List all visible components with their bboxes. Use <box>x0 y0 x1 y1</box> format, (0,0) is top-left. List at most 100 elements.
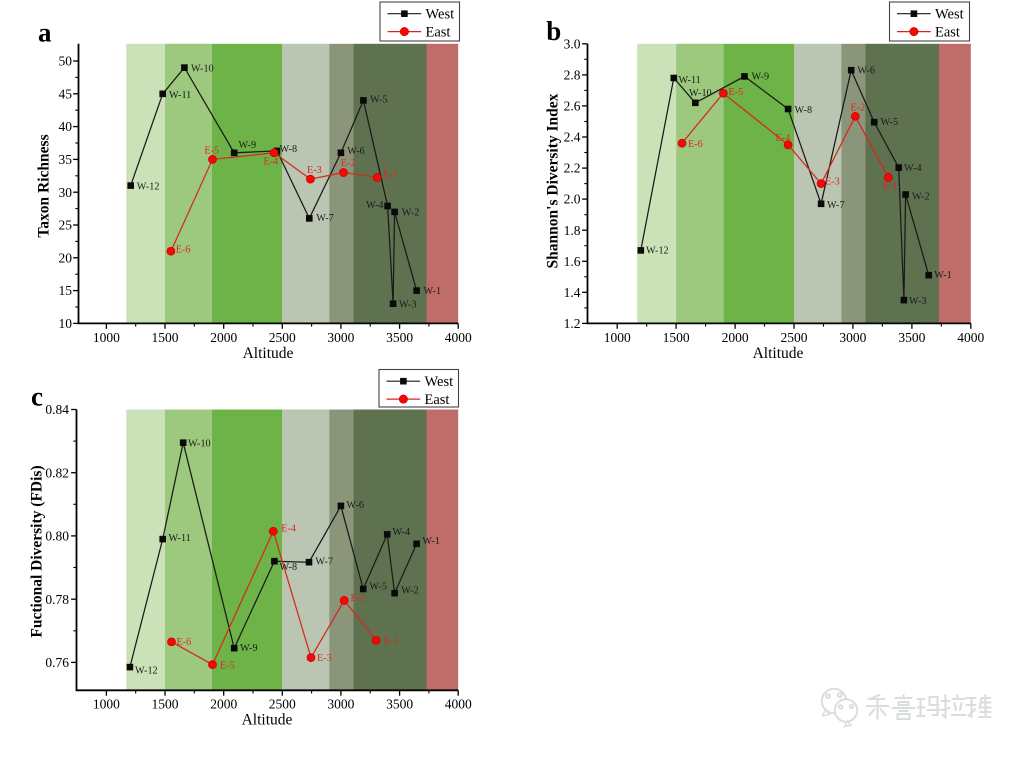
svg-text:E-1: E-1 <box>383 169 398 180</box>
svg-text:3.0: 3.0 <box>564 36 581 51</box>
svg-text:c: c <box>31 382 43 412</box>
svg-text:4000: 4000 <box>957 330 984 345</box>
svg-text:Altitude: Altitude <box>243 345 294 362</box>
svg-text:W-7: W-7 <box>315 557 333 568</box>
svg-text:E-1: E-1 <box>384 636 399 647</box>
svg-text:1500: 1500 <box>152 330 179 345</box>
svg-text:Altitude: Altitude <box>753 345 804 362</box>
svg-text:W-1: W-1 <box>424 286 442 297</box>
svg-text:W-8: W-8 <box>280 144 298 155</box>
svg-text:E-3: E-3 <box>307 165 322 176</box>
svg-text:3000: 3000 <box>327 697 354 712</box>
svg-text:2.6: 2.6 <box>564 99 581 114</box>
svg-text:2.2: 2.2 <box>564 161 581 176</box>
svg-text:1000: 1000 <box>604 330 631 345</box>
svg-text:E-3: E-3 <box>317 653 332 664</box>
svg-text:E-6: E-6 <box>688 139 703 150</box>
svg-text:3500: 3500 <box>386 330 413 345</box>
svg-text:0.80: 0.80 <box>45 529 69 544</box>
svg-text:E-3: E-3 <box>825 177 840 188</box>
svg-text:1500: 1500 <box>152 697 179 712</box>
svg-text:20: 20 <box>59 250 73 265</box>
svg-text:1.2: 1.2 <box>564 316 581 331</box>
svg-text:1.6: 1.6 <box>564 254 581 269</box>
svg-text:West: West <box>935 7 964 23</box>
svg-text:Shannon's Diversity Index: Shannon's Diversity Index <box>545 93 562 268</box>
svg-text:15: 15 <box>59 283 73 298</box>
svg-text:3000: 3000 <box>327 330 354 345</box>
svg-text:a: a <box>38 18 52 48</box>
svg-text:W-10: W-10 <box>689 88 712 99</box>
svg-text:W-5: W-5 <box>881 117 899 128</box>
svg-text:2500: 2500 <box>269 697 296 712</box>
svg-text:3500: 3500 <box>386 697 413 712</box>
svg-text:W-11: W-11 <box>169 90 191 101</box>
svg-text:W-6: W-6 <box>347 146 365 157</box>
svg-text:East: East <box>425 392 450 408</box>
svg-text:W-4: W-4 <box>393 527 411 538</box>
svg-text:W-11: W-11 <box>169 533 191 544</box>
svg-text:E-4: E-4 <box>264 157 279 168</box>
svg-text:W-8: W-8 <box>795 105 813 116</box>
svg-text:W-7: W-7 <box>316 213 334 224</box>
svg-text:4000: 4000 <box>445 330 472 345</box>
svg-text:W-9: W-9 <box>752 72 770 83</box>
svg-text:W-3: W-3 <box>399 300 417 311</box>
svg-text:1.8: 1.8 <box>564 223 581 238</box>
svg-text:West: West <box>426 7 455 23</box>
svg-text:2000: 2000 <box>210 330 237 345</box>
svg-text:1500: 1500 <box>663 330 690 345</box>
svg-text:45: 45 <box>59 86 73 101</box>
svg-text:W-9: W-9 <box>239 140 257 151</box>
svg-text:W-6: W-6 <box>857 65 875 76</box>
svg-text:W-11: W-11 <box>679 75 701 86</box>
svg-text:W-7: W-7 <box>827 200 845 211</box>
svg-text:E-4: E-4 <box>776 133 791 144</box>
svg-text:40: 40 <box>59 119 73 134</box>
svg-text:W-10: W-10 <box>191 63 214 74</box>
svg-text:2500: 2500 <box>781 330 808 345</box>
svg-text:W-2: W-2 <box>912 191 930 202</box>
svg-text:2000: 2000 <box>722 330 749 345</box>
svg-text:E-6: E-6 <box>177 637 192 648</box>
svg-text:3500: 3500 <box>898 330 925 345</box>
svg-text:10: 10 <box>59 316 73 331</box>
svg-text:0.78: 0.78 <box>45 592 69 607</box>
svg-text:E-2: E-2 <box>351 593 366 604</box>
svg-text:Altitude: Altitude <box>242 712 293 729</box>
svg-text:50: 50 <box>59 54 73 69</box>
svg-text:West: West <box>425 374 454 390</box>
svg-text:W-2: W-2 <box>401 585 419 596</box>
svg-text:W-9: W-9 <box>240 643 258 654</box>
svg-text:E-2: E-2 <box>341 158 356 169</box>
svg-text:2500: 2500 <box>269 330 296 345</box>
svg-text:W-12: W-12 <box>135 666 158 677</box>
svg-text:E-5: E-5 <box>729 87 744 98</box>
svg-text:W-4: W-4 <box>904 163 922 174</box>
svg-text:0.84: 0.84 <box>45 402 69 417</box>
svg-text:E-6: E-6 <box>176 244 191 255</box>
svg-text:E-5: E-5 <box>220 661 235 672</box>
svg-text:0.76: 0.76 <box>45 655 69 670</box>
svg-text:b: b <box>546 16 561 46</box>
svg-text:Fuctional Diversity (FDis): Fuctional Diversity (FDis) <box>29 465 46 637</box>
svg-text:East: East <box>935 25 960 41</box>
svg-text:W-8: W-8 <box>280 562 298 573</box>
svg-text:25: 25 <box>59 218 73 233</box>
svg-text:4000: 4000 <box>445 697 472 712</box>
svg-text:E-4: E-4 <box>281 524 296 535</box>
svg-text:W-1: W-1 <box>422 536 440 547</box>
svg-text:2.0: 2.0 <box>564 192 581 207</box>
svg-text:2.8: 2.8 <box>564 68 581 83</box>
svg-text:3000: 3000 <box>839 330 866 345</box>
svg-text:W-1: W-1 <box>934 270 952 281</box>
svg-text:W-5: W-5 <box>369 582 387 593</box>
svg-text:W-12: W-12 <box>137 181 160 192</box>
svg-text:30: 30 <box>59 185 73 200</box>
svg-text:1000: 1000 <box>93 330 120 345</box>
svg-text:E-5: E-5 <box>204 146 219 157</box>
svg-text:W-2: W-2 <box>402 208 420 219</box>
svg-text:1000: 1000 <box>93 697 120 712</box>
svg-text:2000: 2000 <box>210 697 237 712</box>
svg-text:W-5: W-5 <box>370 95 388 106</box>
